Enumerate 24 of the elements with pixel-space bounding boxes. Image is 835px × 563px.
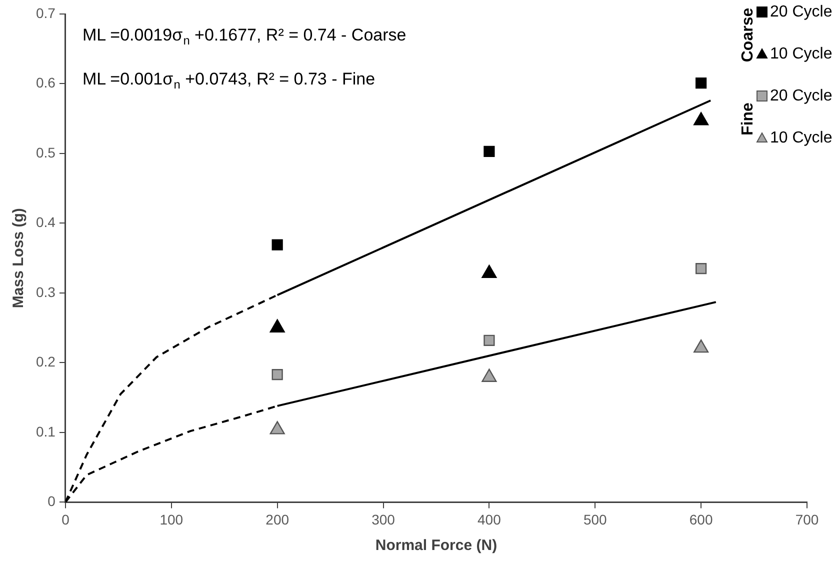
y-tick-label: 0.5 <box>36 144 56 160</box>
x-tick-label: 500 <box>583 511 608 528</box>
x-tick-label: 300 <box>372 511 396 528</box>
x-tick-label: 200 <box>266 511 290 528</box>
annotation: Coarse <box>739 8 756 62</box>
y-tick-label: 0.3 <box>36 284 56 300</box>
y-tick-label: 0.2 <box>36 354 56 370</box>
y-tick-label: 0.7 <box>36 4 56 21</box>
x-axis-title: Normal Force (N) <box>375 537 498 554</box>
x-tick-label: 700 <box>795 511 819 528</box>
y-tick-label: 0 <box>48 493 56 510</box>
legend-label: 20 Cycle <box>770 3 832 20</box>
y-tick-label: 0.6 <box>36 74 56 91</box>
y-tick-label: 0.1 <box>36 423 56 440</box>
x-tick-label: 400 <box>478 511 502 528</box>
x-tick-label: 100 <box>160 511 184 528</box>
legend-label: 10 Cycle <box>770 129 832 146</box>
legend-label: 10 Cycle <box>770 45 832 62</box>
y-tick-label: 0.4 <box>36 214 56 230</box>
annotation: Fine <box>739 102 756 136</box>
y-axis-title: Mass Loss (g) <box>10 208 28 308</box>
legend-label: 20 Cycle <box>770 87 832 104</box>
x-tick-label: 600 <box>689 511 713 528</box>
x-tick-label: 0 <box>62 511 70 528</box>
